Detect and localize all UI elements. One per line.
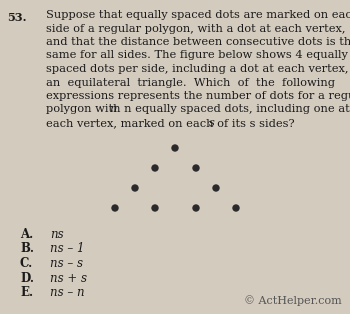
Text: an  equilateral  triangle.  Which  of  the  following: an equilateral triangle. Which of the fo… bbox=[46, 78, 335, 88]
Circle shape bbox=[112, 205, 118, 211]
Circle shape bbox=[213, 185, 219, 191]
Circle shape bbox=[193, 205, 199, 211]
Text: ns: ns bbox=[50, 228, 64, 241]
Text: same for all sides. The figure below shows 4 equally: same for all sides. The figure below sho… bbox=[46, 51, 348, 61]
Text: expressions represents the number of dots for a regular: expressions represents the number of dot… bbox=[46, 91, 350, 101]
Circle shape bbox=[193, 165, 199, 171]
Text: ns – s: ns – s bbox=[50, 257, 83, 270]
Text: B.: B. bbox=[20, 242, 34, 256]
Text: D.: D. bbox=[20, 272, 34, 284]
Text: s: s bbox=[209, 118, 215, 128]
Text: Suppose that equally spaced dots are marked on each: Suppose that equally spaced dots are mar… bbox=[46, 10, 350, 20]
Text: polygon with n equally spaced dots, including one at: polygon with n equally spaced dots, incl… bbox=[46, 105, 350, 115]
Text: C.: C. bbox=[20, 257, 33, 270]
Text: ns – n: ns – n bbox=[50, 286, 85, 299]
Text: E.: E. bbox=[20, 286, 33, 299]
Text: ns – 1: ns – 1 bbox=[50, 242, 84, 256]
Text: each vertex, marked on each of its s sides?: each vertex, marked on each of its s sid… bbox=[46, 118, 295, 128]
Text: © ActHelper.com: © ActHelper.com bbox=[244, 295, 342, 306]
Circle shape bbox=[132, 185, 138, 191]
Text: spaced dots per side, including a dot at each vertex, for: spaced dots per side, including a dot at… bbox=[46, 64, 350, 74]
Text: A.: A. bbox=[20, 228, 33, 241]
Text: and that the distance between consecutive dots is the: and that the distance between consecutiv… bbox=[46, 37, 350, 47]
Text: n: n bbox=[110, 105, 117, 115]
Text: ns + s: ns + s bbox=[50, 272, 87, 284]
Circle shape bbox=[233, 205, 239, 211]
Circle shape bbox=[172, 145, 178, 151]
Text: side of a regular polygon, with a dot at each vertex,: side of a regular polygon, with a dot at… bbox=[46, 24, 345, 34]
Circle shape bbox=[152, 165, 158, 171]
Circle shape bbox=[152, 205, 158, 211]
Text: 53.: 53. bbox=[7, 12, 27, 23]
